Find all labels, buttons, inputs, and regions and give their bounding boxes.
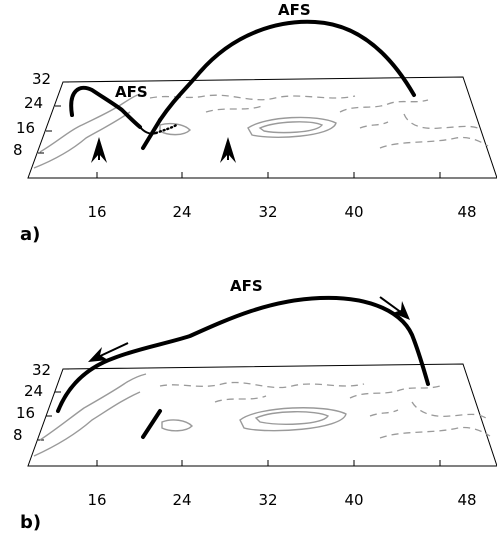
panel-a-x-tick: 16 <box>87 203 106 221</box>
panel-b-x-tick: 32 <box>258 491 277 509</box>
panel-b-plane <box>27 363 497 467</box>
panel-b-contour-dashed <box>159 381 365 389</box>
panel-b-contour-dashed <box>379 426 491 439</box>
panel-a-y-tick: 8 <box>13 141 23 159</box>
panel-a-contour-dashed <box>403 113 483 131</box>
panel-a-y-tick: 16 <box>16 119 35 137</box>
panel-a-connector <box>139 126 157 135</box>
panel-a-label: a) <box>20 224 40 245</box>
panel-b-contour <box>161 419 193 432</box>
panel-b-contour <box>239 407 347 432</box>
panel-a-dotted-segment <box>154 122 180 135</box>
panel-b-x-tick: 16 <box>87 491 106 509</box>
panel-b-x-axis <box>96 460 441 466</box>
panel-a-y-axis <box>38 81 69 154</box>
panel-a-contour-dashed <box>379 136 489 149</box>
panel-a-contour <box>258 121 324 134</box>
panel-b-y-tick: 32 <box>32 361 51 379</box>
panel-b-vertical-segment <box>141 409 162 439</box>
panel-a-x-tick: 40 <box>344 203 363 221</box>
panel-a-contour-dashed <box>339 99 429 113</box>
panel-a-vertical-segment <box>141 118 162 150</box>
panel-a-y-tick: 24 <box>24 94 43 112</box>
panel-b-afs-label: AFS <box>230 277 263 295</box>
panel-a-x-tick: 48 <box>457 203 476 221</box>
panel-a-y-tick: 32 <box>32 70 51 88</box>
panel-a-x-tick: 32 <box>258 203 277 221</box>
panel-a-afs-curve-large <box>158 19 416 122</box>
panel-a-afs-label: AFS <box>278 1 311 19</box>
panel-b-afs-curve <box>56 295 430 413</box>
panel-b-right-arrow <box>379 296 410 320</box>
panel-a-contour <box>39 93 141 153</box>
panel-b-left-arrow <box>88 342 129 362</box>
panel-a-contour-dashed <box>149 94 356 101</box>
panel-a-up-arrow <box>220 137 236 163</box>
panel-b-contour-dashed <box>349 385 441 399</box>
panel-b-contour-dashed <box>411 401 487 419</box>
panel-b: 32 24 16 8 16 24 32 40 48 <box>13 277 497 533</box>
panel-b-contour-dashed <box>214 395 267 403</box>
panel-b-contour <box>254 411 330 425</box>
panel-b-x-tick: 48 <box>457 491 476 509</box>
panel-b-contour <box>39 373 147 441</box>
panel-b-label: b) <box>20 512 41 533</box>
panel-b-y-tick: 8 <box>13 426 23 444</box>
panel-a-afs-curve-small <box>69 85 142 129</box>
panel-a-afs-label: AFS <box>115 83 148 101</box>
panel-a-contour <box>33 111 131 169</box>
panel-a-up-arrow <box>91 137 107 163</box>
panel-a-contour <box>247 116 337 138</box>
panel-b-y-tick: 24 <box>24 382 43 400</box>
panel-b-y-tick: 16 <box>16 404 35 422</box>
panel-a-plane <box>27 76 497 179</box>
panel-a-contour-dashed <box>359 121 389 129</box>
panel-b-x-tick: 24 <box>172 491 191 509</box>
panel-b-contour-dashed <box>369 409 399 417</box>
panel-a: 32 24 16 8 16 24 32 40 48 <box>13 1 497 245</box>
panel-b-x-tick: 40 <box>344 491 363 509</box>
panel-a-x-axis <box>96 172 441 178</box>
panel-b-y-axis <box>38 368 69 441</box>
panel-a-x-tick: 24 <box>172 203 191 221</box>
panel-b-contour <box>33 391 141 457</box>
panel-a-contour <box>159 122 191 136</box>
panel-a-contour-dashed <box>205 105 263 113</box>
